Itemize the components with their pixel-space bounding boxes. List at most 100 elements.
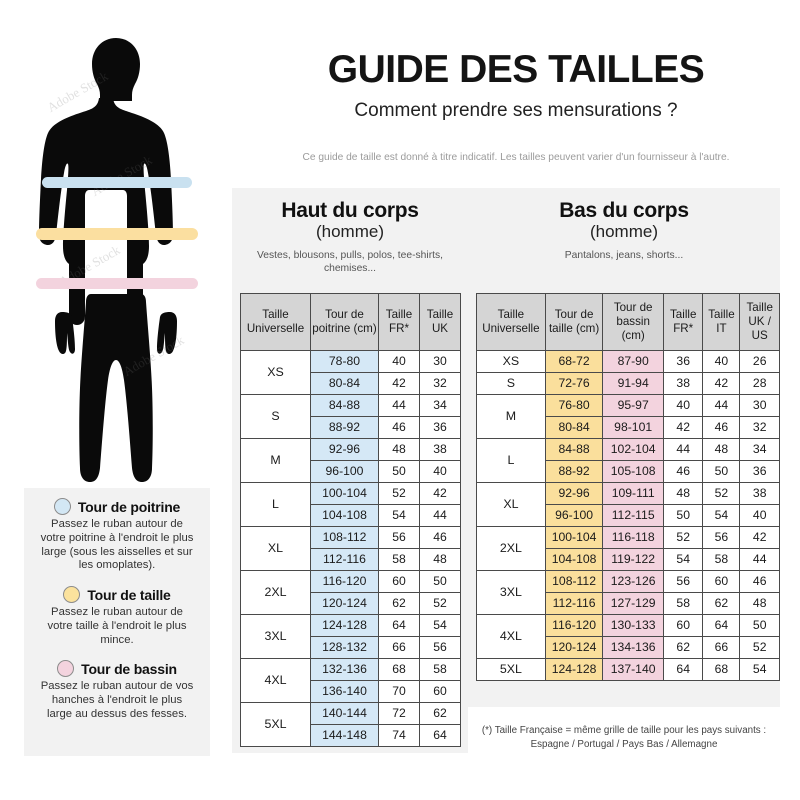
size-cell: 40	[739, 504, 780, 527]
upper-table-items: Vestes, blousons, pulls, polos, tee-shir…	[256, 249, 443, 274]
size-cell: 44	[739, 548, 780, 571]
hip-color-dot-icon	[57, 660, 75, 678]
universal-size-cell: 5XL	[476, 658, 546, 681]
size-cell: 58	[702, 548, 741, 571]
size-cell: 123-126	[602, 570, 664, 593]
size-cell: 56	[662, 570, 704, 593]
size-cell: 48	[419, 548, 461, 571]
size-cell: 80-84	[544, 416, 604, 439]
size-cell: 30	[739, 394, 780, 417]
table-row: XL 108-112 56 46	[240, 526, 461, 571]
size-cell: 104-108	[310, 504, 379, 527]
size-cell: 58	[419, 658, 461, 681]
upper-body-card: Haut du corps (homme) Vestes, blousons, …	[232, 188, 468, 753]
size-cell: 124-128	[310, 614, 379, 637]
upper-table-title: Haut du corps	[281, 199, 419, 222]
size-cell: 74	[378, 724, 420, 747]
size-cell: 48	[662, 482, 704, 505]
size-cell: 44	[702, 394, 741, 417]
size-cell: 50	[739, 614, 780, 637]
size-cell: 46	[378, 416, 420, 439]
column-header-4: Taille IT	[702, 293, 741, 351]
table-row: 120-124 134-136 62 66 52	[477, 636, 780, 659]
table-row: 96-100 50 40	[241, 460, 461, 483]
size-cell: 98-101	[602, 416, 664, 439]
size-cell: 50	[662, 504, 704, 527]
size-cell: 64	[702, 614, 741, 637]
column-header-5: Taille UK / US	[739, 293, 780, 351]
legend-description: Passez le ruban autour de votre poitrine…	[40, 518, 194, 572]
lower-table-subtitle: (homme)	[589, 222, 658, 242]
size-cell: 46	[739, 570, 780, 593]
size-cell: 62	[662, 636, 704, 659]
size-cell: 84-88	[310, 394, 379, 417]
size-cell: 68	[702, 658, 741, 681]
table-row: 5XL 124-128 137-140 64 68 54	[476, 658, 780, 681]
universal-size-cell: 4XL	[240, 658, 311, 703]
table-row: XS 78-80 40 30	[240, 350, 461, 395]
size-cell: 88-92	[310, 416, 379, 439]
legend-title: Tour de poitrine	[77, 498, 181, 515]
size-cell: 92-96	[310, 438, 379, 461]
column-header-1: Tour de poitrine (cm)	[310, 293, 379, 351]
size-cell: 108-112	[310, 526, 379, 549]
size-cell: 96-100	[544, 504, 604, 527]
size-cell: 26	[739, 350, 780, 373]
universal-size-cell: XS	[240, 350, 311, 395]
size-cell: 48	[378, 438, 420, 461]
size-cell: 40	[702, 350, 741, 373]
page-subtitle: Comment prendre ses mensurations ?	[354, 100, 678, 121]
table-row: 2XL 100-104 116-118 52 56 42	[476, 526, 780, 571]
table-row: 112-116 127-129 58 62 48	[477, 592, 780, 615]
size-cell: 136-140	[310, 680, 379, 703]
universal-size-cell: XS	[476, 350, 546, 373]
table-row: 3XL 124-128 64 54	[240, 614, 461, 659]
upper-body-size-table: Taille Universelle Tour de poitrine (cm) T…	[240, 293, 461, 747]
table-row: 104-108 119-122 54 58 44	[477, 548, 780, 571]
size-cell: 84-88	[544, 438, 604, 461]
size-cell: 132-136	[310, 658, 379, 681]
universal-size-cell: 5XL	[240, 702, 311, 747]
size-cell: 68-72	[544, 350, 604, 373]
size-cell: 34	[419, 394, 461, 417]
size-cell: 32	[739, 416, 780, 439]
size-cell: 36	[662, 350, 704, 373]
size-cell: 66	[378, 636, 420, 659]
size-cell: 40	[378, 350, 420, 373]
upper-table-subtitle: (homme)	[315, 222, 384, 242]
chest-color-dot-icon	[53, 498, 71, 515]
legend-item-chest: Tour de poitrine Passez le ruban autour …	[36, 498, 198, 573]
table-row: S 84-88 44 34	[240, 394, 461, 439]
size-cell: 78-80	[310, 350, 379, 373]
size-cell: 52	[739, 636, 780, 659]
universal-size-cell: L	[476, 438, 546, 483]
size-cell: 120-124	[310, 592, 379, 615]
legend-title: Tour de taille	[87, 586, 171, 603]
universal-size-cell: 2XL	[476, 526, 546, 571]
size-cell: 60	[419, 680, 461, 703]
size-cell: 134-136	[602, 636, 664, 659]
body-figure: Adobe Stock Adobe Stock Adobe Stock Adob…	[0, 22, 232, 482]
column-header-3: Taille FR*	[662, 293, 704, 351]
page-title: GUIDE DES TAILLES	[327, 48, 705, 91]
table-row: 104-108 54 44	[241, 504, 461, 527]
size-cell: 44	[378, 394, 420, 417]
size-cell: 54	[662, 548, 704, 571]
lower-body-card: Bas du corps (homme) Pantalons, jeans, s…	[468, 188, 780, 707]
legend-item-waist: Tour de taille Passez le ruban autour de…	[36, 586, 198, 647]
size-cell: 88-92	[544, 460, 604, 483]
size-cell: 109-111	[602, 482, 664, 505]
size-cell: 42	[702, 372, 741, 395]
size-cell: 40	[662, 394, 704, 417]
size-cell: 72	[378, 702, 420, 725]
column-header-3: Taille UK	[419, 293, 461, 351]
table-header-row: Taille Universelle Tour de poitrine (cm) T…	[240, 293, 461, 351]
size-cell: 58	[378, 548, 420, 571]
size-cell: 46	[419, 526, 461, 549]
table-row: 88-92 105-108 46 50 36	[477, 460, 780, 483]
chest-band	[42, 177, 192, 188]
table-row: L 84-88 102-104 44 48 34	[476, 438, 780, 483]
size-cell: 50	[702, 460, 741, 483]
size-cell: 127-129	[602, 592, 664, 615]
